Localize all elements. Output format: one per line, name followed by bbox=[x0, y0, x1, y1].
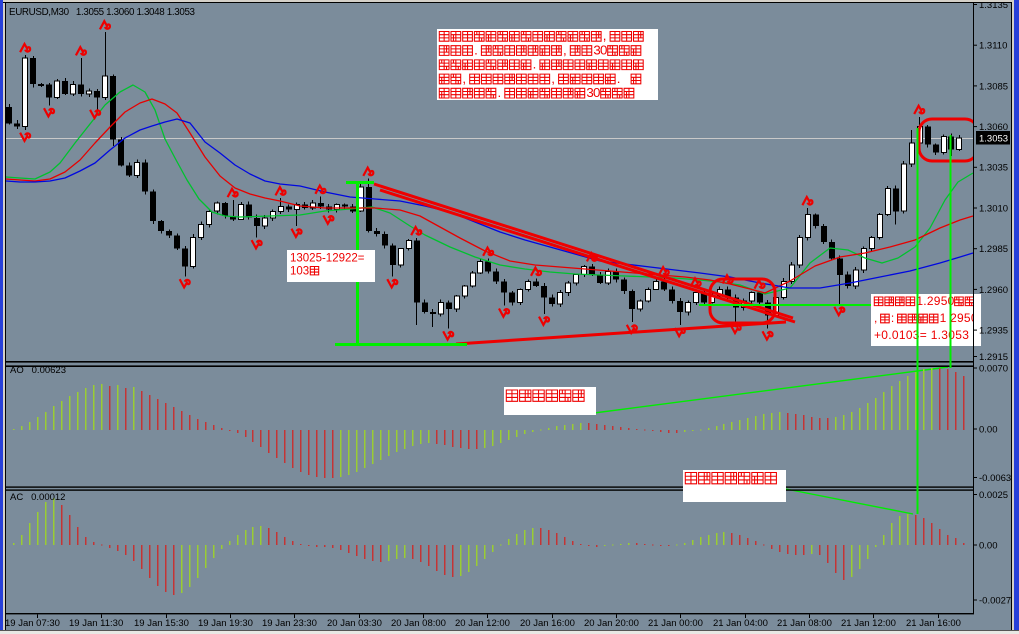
svg-text:.: . bbox=[617, 71, 621, 86]
svg-text:19 Jan 07:30: 19 Jan 07:30 bbox=[5, 618, 60, 629]
svg-text:21 Jan 16:00: 21 Jan 16:00 bbox=[906, 618, 961, 629]
svg-text:1.3110: 1.3110 bbox=[979, 41, 1007, 52]
svg-text:19 Jan 15:30: 19 Jan 15:30 bbox=[134, 618, 189, 629]
svg-text:0.0025: 0.0025 bbox=[979, 490, 1008, 501]
svg-text:19 Jan 23:30: 19 Jan 23:30 bbox=[262, 618, 317, 629]
svg-text:20 Jan 16:00: 20 Jan 16:00 bbox=[520, 618, 575, 629]
svg-text:1.3135: 1.3135 bbox=[979, 0, 1008, 11]
svg-text:,: , bbox=[462, 71, 466, 86]
svg-text:-0.0063: -0.0063 bbox=[979, 473, 1011, 484]
svg-text::: : bbox=[891, 311, 894, 325]
svg-text:21 Jan 08:00: 21 Jan 08:00 bbox=[777, 618, 832, 629]
svg-text:20 Jan 08:00: 20 Jan 08:00 bbox=[391, 618, 446, 629]
svg-text:21 Jan 12:00: 21 Jan 12:00 bbox=[841, 618, 896, 629]
svg-text:1.2915: 1.2915 bbox=[979, 352, 1008, 363]
svg-text:AC 0.00012: AC 0.00012 bbox=[10, 492, 65, 503]
svg-text:AO 0.00623: AO 0.00623 bbox=[10, 365, 66, 376]
svg-text:20 Jan 20:00: 20 Jan 20:00 bbox=[584, 618, 639, 629]
svg-text:30: 30 bbox=[586, 85, 600, 100]
svg-text:19 Jan 19:30: 19 Jan 19:30 bbox=[198, 618, 253, 629]
svg-text:1.2960: 1.2960 bbox=[979, 285, 1008, 296]
svg-text:13025-12922=: 13025-12922= bbox=[290, 253, 365, 265]
svg-text:19 Jan 11:30: 19 Jan 11:30 bbox=[69, 618, 123, 629]
svg-text:21 Jan 00:00: 21 Jan 00:00 bbox=[648, 618, 703, 629]
svg-text:1.3060: 1.3060 bbox=[979, 122, 1008, 133]
svg-text:,: , bbox=[551, 71, 555, 86]
svg-text:.: . bbox=[474, 42, 478, 57]
svg-text:21 Jan 04:00: 21 Jan 04:00 bbox=[713, 618, 768, 629]
svg-text:1.3035: 1.3035 bbox=[979, 163, 1008, 174]
svg-text:,: , bbox=[874, 311, 877, 325]
svg-text:EURUSD,M30 1.3055 1.3060 1.3: EURUSD,M30 1.3055 1.3060 1.3048 1.3053 bbox=[9, 7, 196, 18]
svg-text:1.2985: 1.2985 bbox=[979, 244, 1008, 255]
svg-text:0.0070: 0.0070 bbox=[979, 363, 1008, 374]
svg-text:,: , bbox=[563, 42, 567, 57]
svg-text:30: 30 bbox=[593, 42, 607, 57]
svg-text:1.2935: 1.2935 bbox=[979, 326, 1008, 337]
svg-text:-0.0027: -0.0027 bbox=[979, 595, 1011, 606]
svg-text:1.2950: 1.2950 bbox=[916, 294, 954, 308]
svg-text:+0.0103= 1.3053: +0.0103= 1.3053 bbox=[874, 328, 969, 342]
svg-text:1 2950: 1 2950 bbox=[940, 311, 978, 325]
svg-text:0.00: 0.00 bbox=[979, 424, 998, 435]
svg-text:103: 103 bbox=[290, 266, 309, 278]
svg-text:.: . bbox=[533, 57, 537, 72]
svg-text:20 Jan 03:30: 20 Jan 03:30 bbox=[327, 618, 382, 629]
svg-text:1.3053: 1.3053 bbox=[979, 134, 1008, 145]
svg-text:1.3010: 1.3010 bbox=[979, 203, 1008, 214]
svg-text:.: . bbox=[498, 85, 502, 100]
svg-text:1.3085: 1.3085 bbox=[979, 81, 1008, 92]
svg-text:20 Jan 12:00: 20 Jan 12:00 bbox=[455, 618, 510, 629]
svg-text:0.00: 0.00 bbox=[979, 540, 998, 551]
svg-text:,: , bbox=[603, 28, 607, 43]
